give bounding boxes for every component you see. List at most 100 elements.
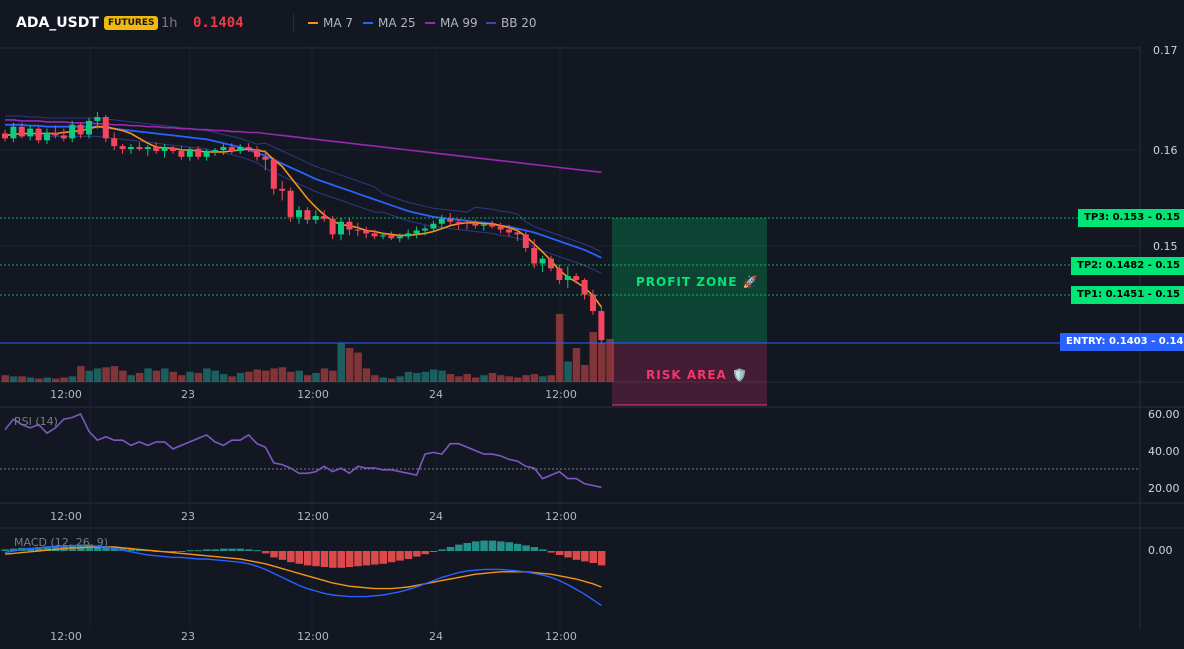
macd-hist-bar — [35, 547, 43, 551]
legend-bb20-label: BB 20 — [501, 16, 537, 30]
macd-hist-bar — [1, 549, 9, 551]
candle-body — [69, 124, 76, 139]
candle-body — [153, 147, 160, 151]
tp3-label[interactable]: TP3: 0.153 - 0.15 — [1078, 209, 1184, 227]
volume-bar — [505, 376, 513, 382]
macd-hist-bar — [539, 549, 547, 551]
legend-bb20[interactable]: BB 20 — [486, 16, 537, 30]
macd-hist-bar — [429, 551, 438, 552]
volume-bar — [539, 376, 547, 382]
macd-hist-bar — [379, 551, 387, 564]
ma25-line — [5, 123, 602, 259]
legend-ma7[interactable]: MA 7 — [308, 16, 353, 30]
candle-body — [396, 236, 403, 239]
candle-body — [548, 258, 554, 269]
macd-hist-bar — [211, 549, 219, 551]
interval-label[interactable]: 1h — [161, 16, 178, 31]
volume-bar — [77, 366, 85, 382]
macd-hist-bar — [177, 551, 186, 552]
time-tick-label: 24 — [429, 388, 443, 401]
volume-bar — [211, 370, 219, 382]
macd-hist-bar — [480, 540, 488, 551]
volume-bar — [597, 343, 606, 382]
rsi-title[interactable]: RSI (14) — [14, 415, 58, 428]
candle-body — [111, 138, 118, 147]
tp2-label[interactable]: TP2: 0.1482 - 0.15 — [1071, 257, 1184, 275]
candle-body — [27, 128, 34, 137]
macd-hist-bar — [581, 551, 589, 562]
time-tick-label: 24 — [429, 510, 443, 523]
candle-body — [497, 226, 504, 230]
tp2-axis: 0.15 — [1155, 260, 1180, 271]
macd-hist-bar — [93, 545, 102, 551]
macd-hist-bar — [186, 550, 194, 552]
time-tick-label: 12:00 — [545, 388, 577, 401]
macd-hist-bar — [219, 548, 228, 551]
legend-ma25-label: MA 25 — [378, 16, 416, 30]
volume-bar — [312, 372, 320, 382]
ma25-swatch — [363, 22, 373, 24]
rsi-tick-label: 20.00 — [1148, 482, 1180, 495]
volume-bar — [497, 375, 505, 382]
bb-lower-line — [5, 134, 602, 274]
volume-bar — [421, 371, 429, 382]
entry-axis: 0.14 — [1158, 336, 1184, 347]
candle-body — [581, 279, 588, 295]
volume-bar — [102, 367, 110, 382]
volume-bar — [127, 375, 135, 382]
legend-ma99[interactable]: MA 99 — [425, 16, 478, 30]
macd-hist-bar — [253, 550, 261, 552]
candle-body — [220, 147, 227, 150]
macd-hist-bar — [228, 548, 236, 551]
ma99-swatch — [425, 22, 435, 24]
volume-bar — [43, 377, 51, 382]
volume-bar — [261, 370, 270, 382]
macd-title[interactable]: MACD (12, 26, 9) — [14, 536, 109, 549]
candle-body — [321, 215, 328, 219]
volume-bar — [135, 372, 144, 382]
volume-bar — [371, 375, 379, 382]
volume-bar — [177, 375, 186, 382]
volume-bar — [18, 376, 26, 382]
macd-hist-bar — [589, 551, 597, 563]
candle-body — [186, 149, 193, 157]
tp3-text: TP3: 0.153 — [1084, 212, 1145, 223]
candle-body — [413, 230, 420, 234]
macd-hist-bar — [455, 544, 463, 551]
candle-body — [2, 133, 8, 139]
candle-body — [262, 156, 269, 160]
candle-body — [279, 188, 286, 191]
risk-area — [612, 343, 767, 405]
volume-bar — [429, 369, 438, 382]
tp1-text: TP1: 0.1451 — [1077, 289, 1145, 300]
macd-hist-bar — [446, 547, 455, 551]
macd-hist-bar — [303, 551, 312, 566]
macd-hist-bar — [497, 541, 505, 551]
volume-bar — [35, 378, 43, 382]
volume-bar — [287, 371, 295, 382]
futures-badge: FUTURES — [104, 16, 159, 30]
volume-bar — [85, 370, 93, 382]
candle-body — [506, 229, 512, 233]
legend-ma25[interactable]: MA 25 — [363, 16, 416, 30]
symbol-label[interactable]: ADA_USDT — [16, 15, 99, 31]
volume-bar — [387, 378, 396, 382]
volume-bar — [488, 372, 497, 382]
legend-ma99-label: MA 99 — [440, 16, 478, 30]
candle-body — [522, 234, 529, 248]
candle-body — [464, 222, 470, 224]
candle-body — [170, 148, 176, 151]
candle-body — [338, 221, 344, 235]
macd-hist-bar — [135, 549, 144, 551]
candle-body — [438, 218, 445, 224]
entry-label[interactable]: ENTRY: 0.1403 - 0.14 — [1060, 333, 1184, 351]
tp1-label[interactable]: TP1: 0.1451 - 0.15 — [1071, 286, 1184, 304]
macd-hist-bar — [261, 551, 270, 554]
macd-hist-bar — [43, 546, 51, 551]
volume-bar — [119, 370, 127, 382]
candle-body — [94, 117, 101, 121]
candle-body — [371, 233, 378, 237]
volume-bar — [26, 377, 35, 382]
candle-body — [304, 210, 311, 220]
